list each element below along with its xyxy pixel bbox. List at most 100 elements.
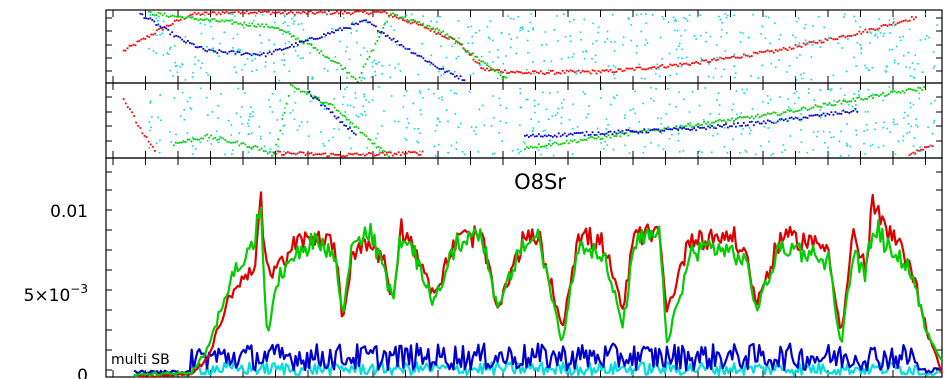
scatter-point [769, 42, 771, 45]
scatter-point [311, 78, 314, 80]
scatter-point [261, 23, 264, 26]
scatter-point [903, 111, 906, 114]
scatter-point [840, 35, 843, 38]
scatter-point [872, 28, 875, 31]
scatter-point [894, 23, 897, 26]
scatter-point [541, 72, 544, 75]
scatter-point [334, 60, 336, 63]
scatter-point [793, 92, 796, 95]
scatter-point [262, 150, 265, 152]
scatter-point [346, 86, 348, 89]
scatter-point [637, 131, 640, 134]
scatter-point [697, 61, 699, 64]
scatter-point [348, 71, 351, 74]
scatter-point [429, 64, 431, 66]
scatter-point [908, 131, 911, 134]
scatter-point [762, 114, 765, 116]
scatter-point [131, 111, 133, 114]
scatter-point [533, 72, 535, 75]
scatter-point [319, 10, 322, 13]
scatter-point [199, 87, 202, 90]
scatter-point [392, 37, 395, 40]
scatter-point [742, 128, 744, 130]
scatter-point [766, 119, 769, 122]
scatter-point [869, 31, 871, 33]
scatter-point [251, 59, 254, 62]
scatter-point [685, 124, 688, 127]
scatter-point [812, 131, 815, 134]
scatter-point [739, 41, 742, 43]
scatter-point [800, 129, 802, 131]
scatter-point [441, 96, 443, 98]
scatter-point [341, 29, 343, 32]
scatter-point [393, 14, 396, 17]
scatter-point [351, 21, 354, 23]
scatter-point [724, 50, 727, 52]
scatter-point [198, 138, 201, 141]
scatter-point [577, 140, 580, 143]
scatter-point [659, 36, 662, 39]
scatter-point [442, 30, 445, 33]
scatter-point [155, 14, 158, 16]
scatter-point [327, 10, 330, 13]
scatter-point [233, 11, 236, 14]
scatter-point [824, 142, 826, 144]
scatter-point [148, 146, 150, 149]
scatter-point [878, 95, 880, 97]
scatter-point [491, 39, 494, 42]
scatter-point [811, 43, 814, 46]
scatter-point [446, 70, 448, 73]
scatter-point [438, 143, 440, 146]
scatter-point [398, 16, 401, 19]
scatter-point [179, 15, 182, 18]
scatter-point [279, 150, 281, 153]
scatter-point [494, 69, 496, 72]
scatter-point [322, 103, 324, 106]
scatter-point [925, 34, 928, 37]
scatter-point [337, 27, 340, 30]
scatter-point [680, 65, 683, 68]
scatter-point [858, 90, 860, 92]
scatter-point [867, 88, 869, 91]
y-tick-label-5e-3: 5×10−3 [24, 282, 88, 306]
scatter-point [299, 12, 302, 15]
scatter-point [547, 143, 550, 145]
scatter-point [326, 155, 329, 158]
scatter-point [490, 69, 492, 71]
scatter-point [199, 14, 202, 16]
scatter-point [819, 89, 822, 91]
scatter-point [296, 129, 299, 131]
scatter-point [612, 148, 615, 151]
scatter-point [565, 135, 568, 138]
scatter-point [934, 99, 936, 102]
scatter-point [251, 22, 254, 25]
scatter-point [361, 114, 364, 116]
scatter-point [283, 150, 285, 153]
scatter-point [150, 126, 152, 129]
scatter-point [524, 148, 526, 151]
scatter-point [672, 16, 675, 19]
scatter-point [632, 108, 635, 110]
scatter-point [527, 30, 530, 33]
scatter-point [615, 135, 618, 137]
scatter-point [310, 36, 313, 39]
scatter-point [599, 138, 602, 140]
scatter-point [154, 32, 156, 35]
scatter-point [715, 59, 717, 62]
scatter-point [367, 21, 369, 24]
scatter-point [162, 54, 165, 56]
scatter-point [748, 55, 751, 58]
scatter-point [738, 57, 741, 59]
scatter-point [907, 51, 909, 54]
scatter-point [184, 79, 187, 81]
scatter-point [848, 111, 851, 114]
scatter-point [393, 152, 396, 155]
scatter-point [908, 28, 911, 31]
scatter-point [277, 138, 280, 141]
scatter-point [271, 26, 274, 28]
scatter-point [744, 116, 747, 118]
scatter-point [272, 50, 275, 53]
scatter-point [264, 150, 267, 153]
scatter-point [917, 62, 919, 65]
scatter-point [388, 155, 390, 158]
